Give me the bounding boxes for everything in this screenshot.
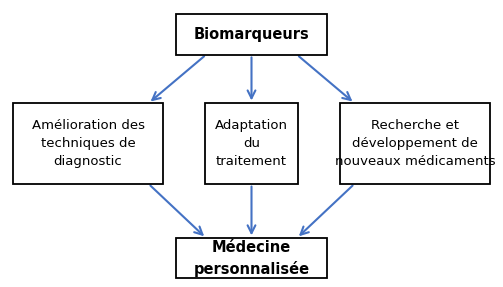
Text: Médecine
personnalisée: Médecine personnalisée [194,240,309,277]
FancyBboxPatch shape [340,103,490,184]
FancyBboxPatch shape [176,14,327,55]
FancyBboxPatch shape [205,103,298,184]
Text: Adaptation
du
traitement: Adaptation du traitement [215,119,288,168]
Text: Amélioration des
techniques de
diagnostic: Amélioration des techniques de diagnosti… [32,119,144,168]
FancyBboxPatch shape [13,103,163,184]
Text: Biomarqueurs: Biomarqueurs [194,27,309,42]
Text: Recherche et
développement de
nouveaux médicaments: Recherche et développement de nouveaux m… [334,119,495,168]
FancyBboxPatch shape [176,238,327,278]
